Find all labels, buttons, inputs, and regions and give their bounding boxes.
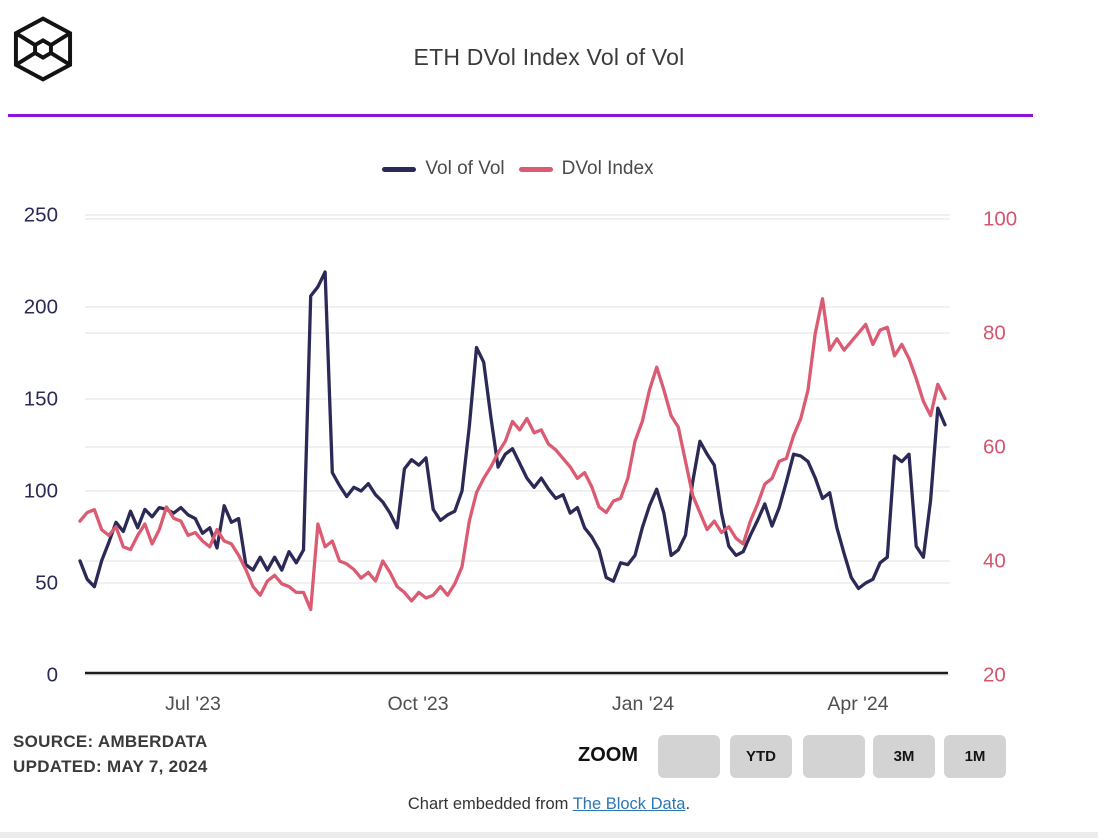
zoom-button-1m[interactable]: 1M xyxy=(944,735,1006,778)
left-axis-tick-label: 150 xyxy=(24,388,58,411)
left-axis-tick-label: 200 xyxy=(24,296,58,319)
purple-divider xyxy=(8,114,1033,117)
embed-suffix-text: . xyxy=(685,795,691,813)
vol-of-vol-line-swatch xyxy=(382,166,417,172)
legend-label-dvol-index: DVol Index xyxy=(561,158,654,179)
right-axis-tick-label: 100 xyxy=(983,208,1017,231)
source-attribution: SOURCE: AMBERDATA UPDATED: MAY 7, 2024 xyxy=(13,729,208,779)
page-title: ETH DVol Index Vol of Vol xyxy=(413,44,685,70)
zoom-button-3[interactable] xyxy=(803,735,865,778)
left-axis-tick-label: 100 xyxy=(24,480,58,503)
updated-line: UPDATED: MAY 7, 2024 xyxy=(13,757,208,776)
legend-item-vol-of-vol[interactable]: Vol of Vol xyxy=(382,158,505,180)
left-axis-tick-label: 250 xyxy=(24,204,58,227)
right-axis-tick-label: 80 xyxy=(983,322,1006,345)
legend-item-dvol-index[interactable]: DVol Index xyxy=(518,158,654,180)
right-axis-tick-label: 40 xyxy=(983,550,1006,573)
left-axis-tick-label: 50 xyxy=(35,572,58,595)
x-axis-tick-label: Jul '23 xyxy=(165,693,221,715)
right-axis-tick-label: 60 xyxy=(983,436,1006,459)
zoom-button-ytd[interactable]: YTD xyxy=(730,735,792,778)
zoom-button-3m[interactable]: 3M xyxy=(873,735,935,778)
cube-logo-icon xyxy=(13,16,73,82)
vol-of-vol-line xyxy=(78,270,947,591)
left-axis-tick-label: 0 xyxy=(47,664,58,687)
the-block-logo xyxy=(10,16,76,82)
embed-attribution: Chart embedded from The Block Data. xyxy=(0,795,1098,814)
bottom-edge-strip xyxy=(0,832,1098,838)
embed-prefix-text: Chart embedded from xyxy=(407,795,573,813)
legend-label-vol-of-vol: Vol of Vol xyxy=(425,158,505,179)
right-axis-tick-label: 20 xyxy=(983,664,1006,687)
the-block-data-link[interactable]: The Block Data xyxy=(572,795,686,813)
dvol-index-line xyxy=(78,297,947,612)
zoom-button-1[interactable] xyxy=(658,735,720,778)
dvol-index-line-swatch xyxy=(518,166,553,172)
x-axis-tick-label: Jan '24 xyxy=(612,693,674,715)
x-axis-tick-label: Apr '24 xyxy=(827,693,888,715)
x-axis-tick-label: Oct '23 xyxy=(387,693,448,715)
legend: Vol of Vol DVol Index xyxy=(0,156,1098,182)
zoom-controls-label: ZOOM xyxy=(578,744,638,766)
source-line: SOURCE: AMBERDATA xyxy=(13,732,208,751)
